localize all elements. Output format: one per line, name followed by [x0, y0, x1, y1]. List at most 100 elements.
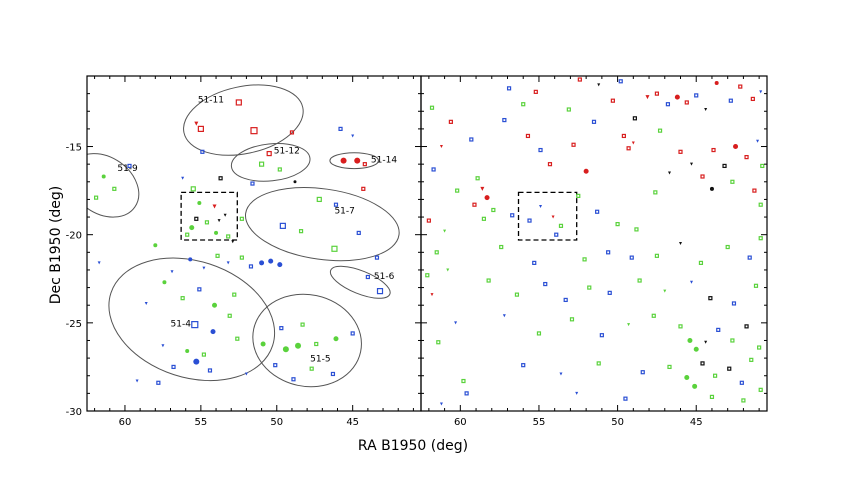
- data-point: [212, 204, 217, 209]
- data-point: [563, 297, 568, 303]
- data-point: [362, 162, 367, 167]
- data-point: [554, 232, 559, 237]
- data-point: [610, 98, 615, 103]
- data-point: [712, 373, 718, 378]
- region-ellipse-51-12: [230, 143, 311, 182]
- data-point: [606, 250, 611, 255]
- data-point: [749, 357, 754, 362]
- data-point: [654, 253, 660, 258]
- data-point: [756, 139, 760, 143]
- data-point: [733, 144, 739, 150]
- data-point: [259, 260, 265, 266]
- data-point: [250, 127, 258, 135]
- data-point: [434, 250, 439, 255]
- data-point: [665, 102, 671, 107]
- data-point: [181, 176, 185, 180]
- data-point: [621, 133, 626, 139]
- data-point: [627, 323, 631, 327]
- data-point: [527, 218, 532, 223]
- data-point: [521, 102, 526, 107]
- data-point: [436, 340, 441, 345]
- data-point: [231, 240, 235, 244]
- data-point: [502, 314, 506, 318]
- data-point: [314, 341, 319, 347]
- data-point: [547, 162, 553, 167]
- data-point: [687, 337, 693, 343]
- data-point: [376, 288, 384, 295]
- data-point: [170, 270, 174, 274]
- data-point: [744, 155, 749, 160]
- data-point: [207, 368, 213, 373]
- data-point: [461, 378, 466, 384]
- data-point: [97, 261, 101, 265]
- data-point: [760, 163, 765, 169]
- data-point: [499, 244, 504, 250]
- data-point: [657, 128, 663, 133]
- x-tick-label: 50: [611, 417, 624, 428]
- data-point: [300, 322, 305, 327]
- data-point: [331, 245, 338, 252]
- data-point: [200, 149, 205, 154]
- data-point: [260, 341, 266, 347]
- data-point: [171, 364, 176, 370]
- data-point: [725, 244, 730, 250]
- data-point: [690, 162, 694, 166]
- data-point: [475, 176, 480, 181]
- data-point: [338, 126, 343, 131]
- data-point: [258, 161, 265, 167]
- data-point: [678, 324, 683, 329]
- data-point: [127, 163, 132, 169]
- data-point: [678, 149, 683, 154]
- region-label-51-6: 51-6: [374, 272, 395, 282]
- data-point: [577, 77, 582, 82]
- data-point: [539, 204, 543, 208]
- data-point: [690, 280, 694, 284]
- right-panel: [420, 75, 768, 412]
- data-point: [491, 207, 496, 213]
- data-point: [202, 266, 206, 270]
- data-point: [94, 195, 99, 200]
- data-point: [161, 344, 165, 348]
- data-point: [599, 333, 604, 338]
- data-point: [235, 336, 240, 341]
- data-point: [532, 260, 537, 265]
- data-point: [538, 147, 543, 153]
- data-point: [239, 255, 244, 260]
- data-point: [194, 216, 199, 221]
- data-point: [227, 313, 232, 318]
- data-point: [333, 202, 339, 207]
- data-point: [425, 273, 430, 278]
- data-point: [180, 296, 185, 301]
- data-point: [354, 157, 361, 164]
- data-point: [469, 137, 474, 142]
- data-point: [583, 168, 589, 174]
- data-point: [215, 253, 220, 258]
- data-point: [197, 287, 202, 292]
- left-panel: 51-11 51-12 51-14 51-9 51-7 51-6 51-4 51-5: [86, 75, 422, 412]
- data-point: [716, 327, 721, 332]
- data-point: [232, 292, 237, 297]
- data-point: [629, 255, 634, 260]
- region-ellipse-51-14: [329, 152, 379, 170]
- data-point: [235, 99, 242, 106]
- data-point: [566, 107, 571, 112]
- data-point: [700, 361, 705, 366]
- region-ellipse-51-9: [87, 153, 140, 218]
- data-point: [514, 292, 520, 297]
- data-point: [279, 222, 286, 229]
- data-point: [674, 94, 680, 100]
- data-point: [757, 345, 762, 350]
- data-point: [266, 150, 272, 157]
- data-point: [758, 236, 763, 241]
- data-point: [758, 202, 763, 207]
- data-point: [464, 391, 469, 396]
- region-ellipse-51-4: [108, 257, 276, 382]
- y-tick-label: -15: [66, 143, 82, 154]
- data-point: [374, 255, 380, 260]
- data-point: [667, 364, 672, 370]
- region-label-51-9: 51-9: [117, 164, 138, 174]
- data-point: [576, 193, 581, 198]
- data-point: [667, 171, 671, 175]
- data-point: [607, 290, 612, 295]
